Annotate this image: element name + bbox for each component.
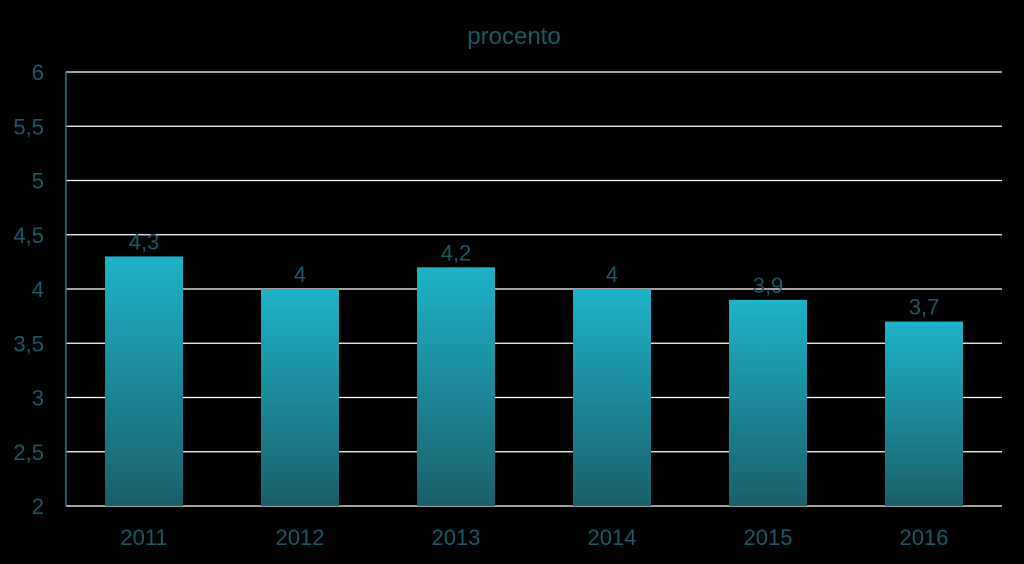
x-tick-label: 2015: [744, 525, 793, 550]
bar-2012: [261, 289, 339, 506]
y-tick-label: 2,5: [13, 440, 44, 465]
y-tick-label: 4,5: [13, 223, 44, 248]
x-tick-label: 2014: [588, 525, 637, 550]
y-tick-label: 3: [32, 386, 44, 411]
data-label: 3,7: [909, 295, 940, 320]
y-tick-label: 3,5: [13, 331, 44, 356]
x-tick-label: 2013: [432, 525, 481, 550]
y-tick-label: 5: [32, 169, 44, 194]
bar-2011: [105, 256, 183, 506]
x-axis-ticks: 2011 2012 2013 2014 2015 2016: [120, 525, 948, 550]
x-tick-label: 2011: [120, 525, 167, 550]
bar-2014: [573, 289, 651, 506]
data-label: 4: [606, 262, 618, 287]
bars: [105, 256, 963, 506]
y-tick-label: 4: [32, 277, 44, 302]
data-label: 4,3: [129, 229, 160, 254]
data-label: 4: [294, 262, 306, 287]
y-axis-ticks: 2 2,5 3 3,5 4 4,5 5 5,5 6: [13, 60, 44, 519]
bar-2013: [417, 267, 495, 506]
data-labels: 4,3 4 4,2 4 3,9 3,7: [129, 229, 940, 319]
y-tick-label: 6: [32, 60, 44, 85]
bar-2016: [885, 321, 963, 506]
x-tick-label: 2012: [276, 525, 325, 550]
x-tick-label: 2016: [900, 525, 949, 550]
bar-2015: [729, 299, 807, 506]
y-tick-label: 5,5: [13, 114, 44, 139]
chart-title: procento: [467, 23, 560, 50]
gridlines: [66, 71, 1002, 507]
data-label: 3,9: [753, 273, 784, 298]
y-tick-label: 2: [32, 494, 44, 519]
data-label: 4,2: [441, 240, 472, 265]
